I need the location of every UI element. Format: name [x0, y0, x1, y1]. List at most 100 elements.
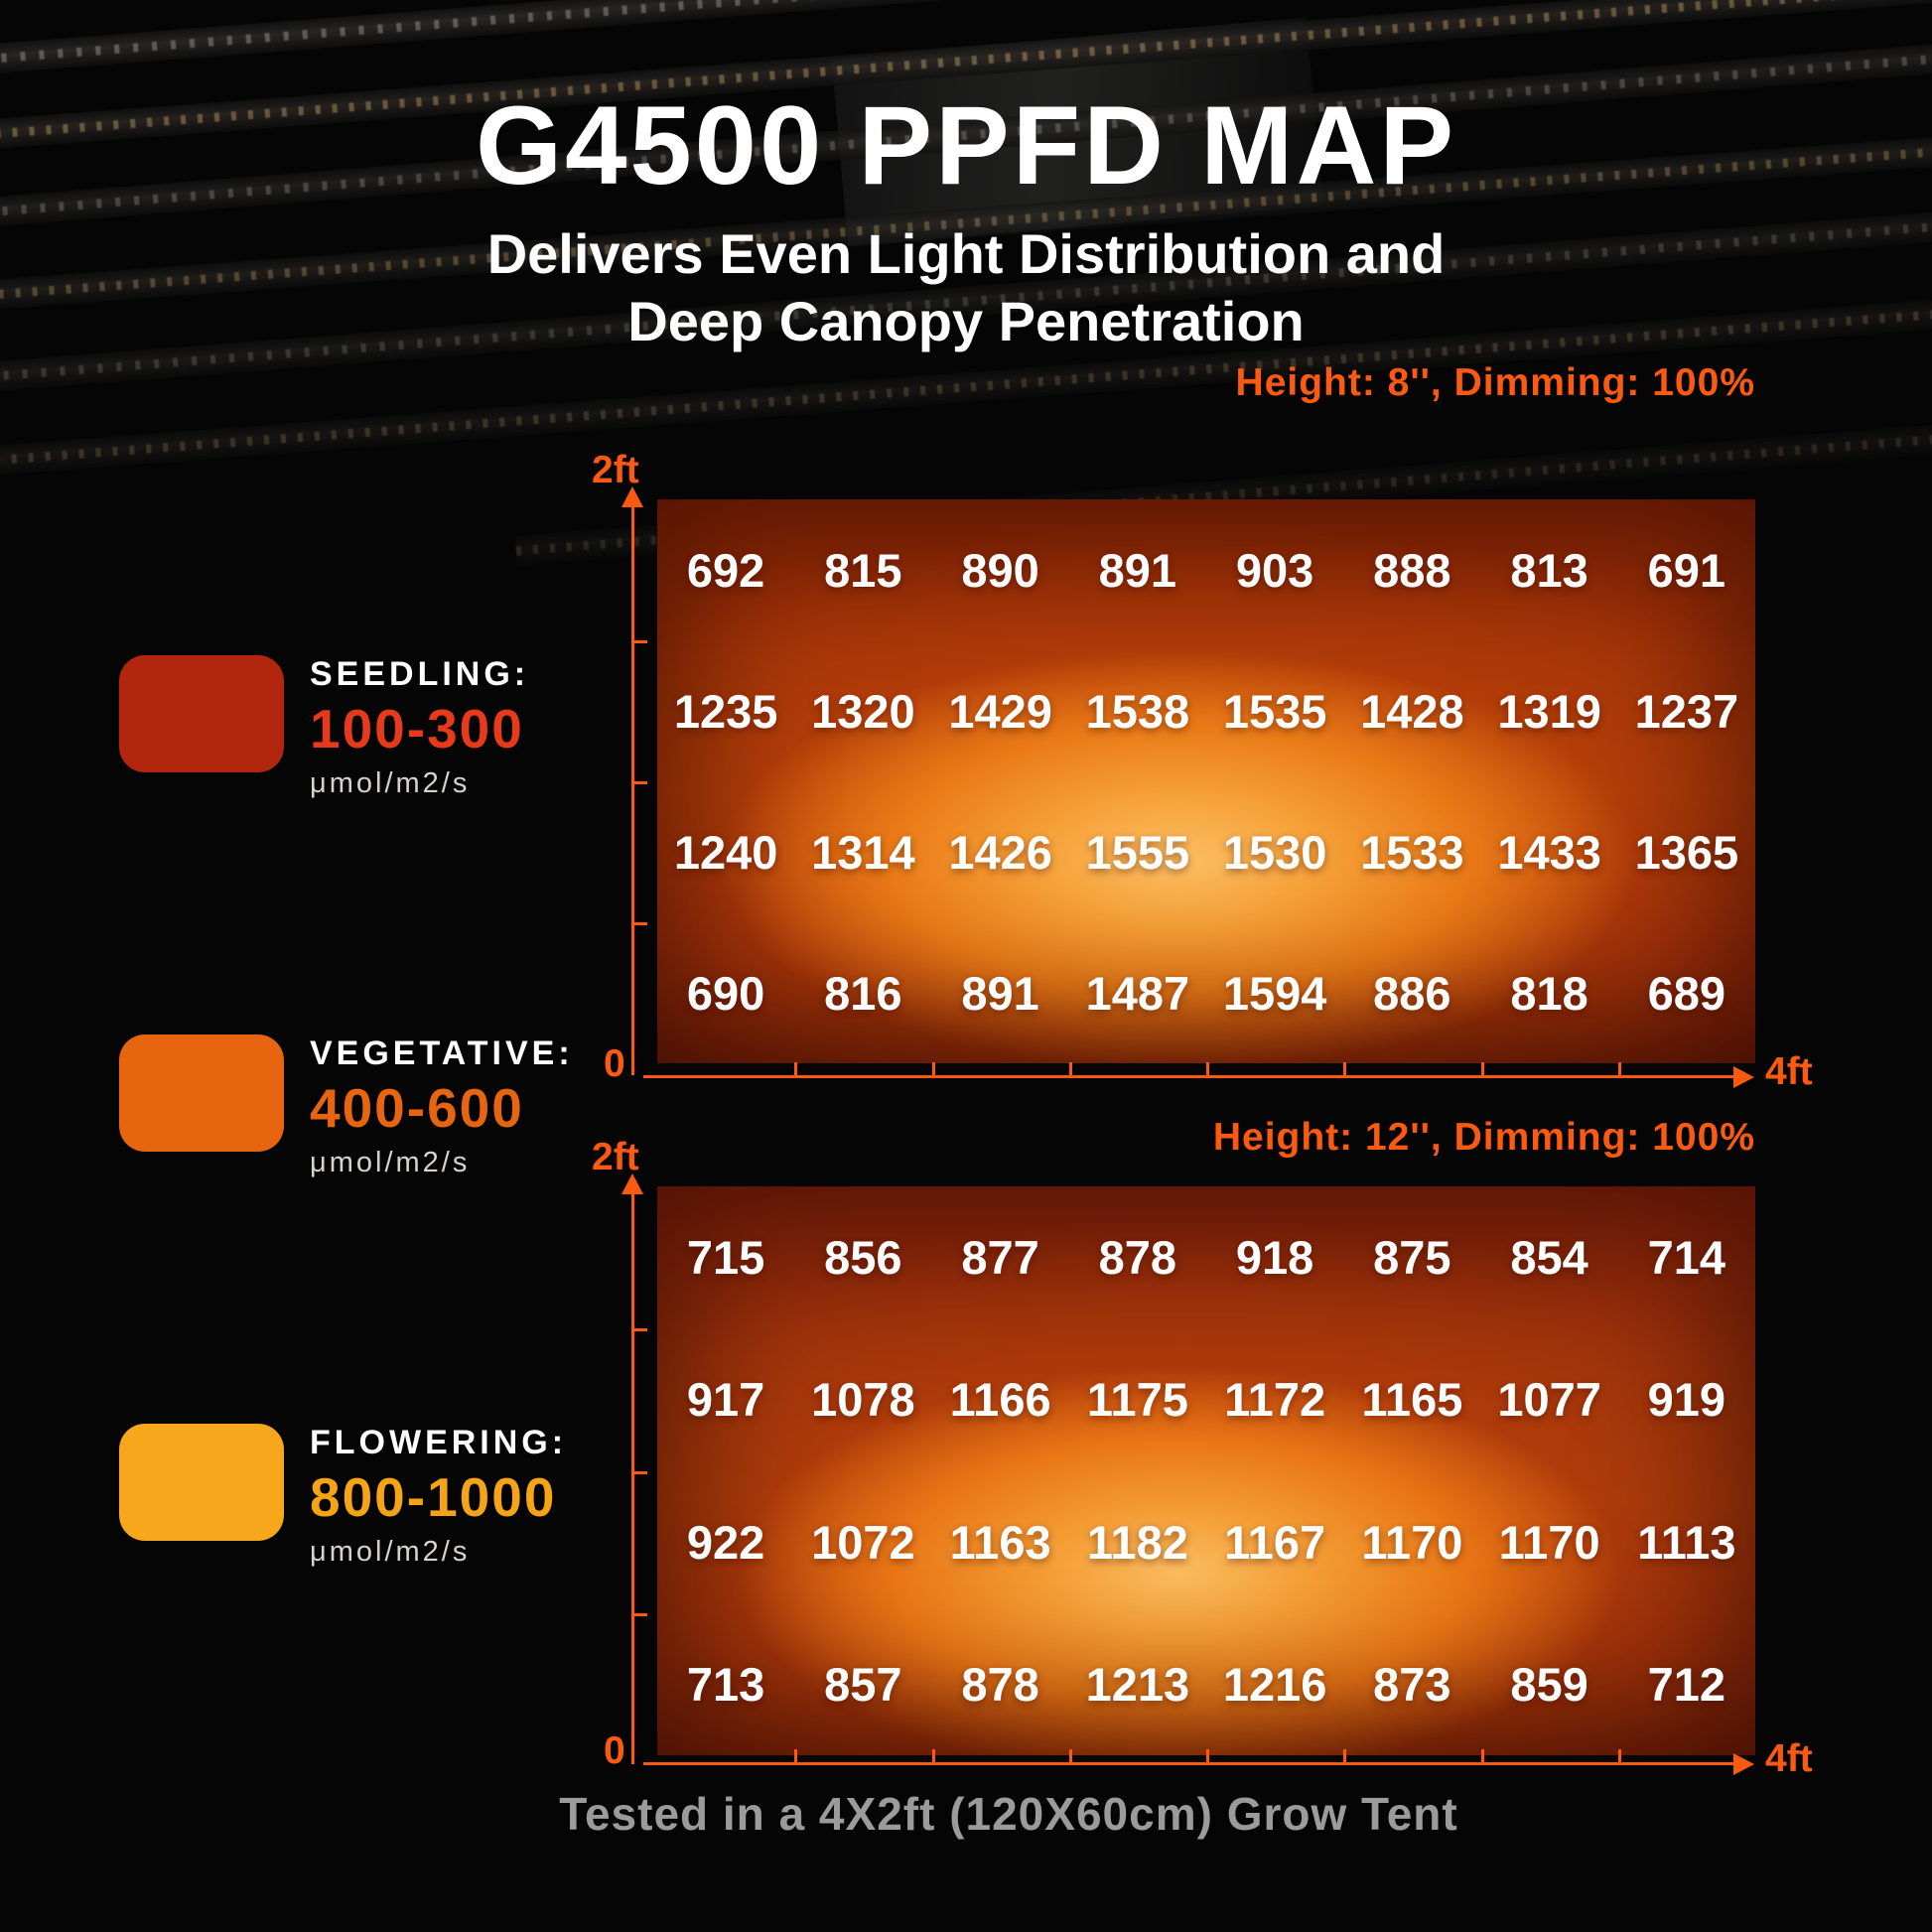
ppfd-value: 1429	[948, 684, 1052, 738]
ppfd-value: 1433	[1497, 825, 1601, 879]
ppfd-value: 878	[1098, 1231, 1177, 1285]
x-axis-tick	[794, 1062, 797, 1075]
ppfd-value: 878	[961, 1657, 1039, 1711]
subtitle-line-2: Deep Canopy Penetration	[627, 290, 1305, 353]
chart-1-xaxis-line	[643, 1075, 1733, 1078]
ppfd-value: 1213	[1085, 1657, 1190, 1711]
ppfd-value: 1594	[1222, 966, 1327, 1020]
legend-item-seedling: SEEDLING: 100-300 μmol/m2/s	[119, 655, 529, 800]
ppfd-value: 1170	[1498, 1515, 1600, 1569]
y-axis-tick	[634, 781, 647, 784]
ppfd-value: 1533	[1360, 825, 1464, 879]
ppfd-value: 891	[961, 966, 1039, 1020]
ppfd-value: 1320	[811, 684, 915, 738]
flowering-color-swatch	[119, 1424, 284, 1541]
ppfd-value: 917	[686, 1373, 765, 1427]
ppfd-value: 1240	[673, 825, 778, 879]
chart-1-xaxis-arrow-icon	[1733, 1066, 1754, 1088]
x-axis-tick	[1618, 1749, 1621, 1762]
chart-1-ppfd-heatmap: 692 815 890 891 903 888 813 691 1235 1320 1429 1538…	[657, 499, 1755, 1063]
ppfd-value: 873	[1373, 1657, 1451, 1711]
ppfd-value: 1314	[811, 825, 915, 879]
x-axis-tick	[1206, 1749, 1209, 1762]
x-axis-tick	[1069, 1062, 1072, 1075]
x-axis-tick	[1343, 1749, 1346, 1762]
ppfd-value: 919	[1647, 1373, 1726, 1427]
ppfd-value: 1078	[811, 1373, 915, 1427]
ppfd-value: 1487	[1085, 966, 1190, 1020]
ppfd-value: 1555	[1085, 825, 1190, 879]
ppfd-value: 714	[1647, 1231, 1726, 1285]
chart-2-ppfd-heatmap: 715 856 877 878 918 875 854 714 917 1078 1166 1175 1…	[657, 1186, 1755, 1755]
x-axis-tick	[1618, 1062, 1621, 1075]
x-axis-tick	[932, 1062, 935, 1075]
ppfd-value: 859	[1510, 1657, 1588, 1711]
x-axis-tick	[1069, 1749, 1072, 1762]
y-axis-tick	[634, 1613, 647, 1616]
flowering-unit: μmol/m2/s	[310, 1536, 471, 1568]
x-axis-tick	[1481, 1062, 1484, 1075]
chart-2-xaxis-line	[643, 1762, 1733, 1765]
x-axis-tick	[932, 1749, 935, 1762]
ppfd-value: 1319	[1497, 684, 1601, 738]
ppfd-value: 690	[686, 966, 765, 1020]
page-title: G4500 PPFD MAP	[475, 83, 1457, 207]
y-axis-tick	[634, 1328, 647, 1331]
ppfd-value: 813	[1510, 543, 1588, 597]
seedling-unit: μmol/m2/s	[310, 767, 471, 799]
chart-2-condition-label: Height: 12'', Dimming: 100%	[1212, 1116, 1755, 1159]
ppfd-value: 1535	[1222, 684, 1327, 738]
ppfd-value: 713	[686, 1657, 765, 1711]
vegetative-color-swatch	[119, 1035, 284, 1152]
chart-2-yaxis-arrow-icon	[621, 1173, 643, 1194]
ppfd-value: 1530	[1222, 825, 1327, 879]
seedling-label: SEEDLING:	[310, 655, 530, 693]
ppfd-value: 691	[1647, 543, 1726, 597]
ppfd-value: 1365	[1634, 825, 1739, 879]
ppfd-value: 1113	[1637, 1515, 1736, 1569]
ppfd-value: 1182	[1086, 1515, 1188, 1569]
ppfd-value: 1170	[1361, 1515, 1463, 1569]
y-axis-tick	[634, 1471, 647, 1474]
y-axis-tick	[634, 640, 647, 643]
ppfd-value: 875	[1373, 1231, 1451, 1285]
x-axis-tick	[1481, 1749, 1484, 1762]
x-axis-tick	[1206, 1062, 1209, 1075]
ppfd-value: 1237	[1634, 684, 1739, 738]
ppfd-value: 888	[1373, 543, 1451, 597]
ppfd-value: 715	[686, 1231, 765, 1285]
chart-2-yaxis-top-label: 2ft	[592, 1136, 639, 1178]
ppfd-value: 1167	[1224, 1515, 1326, 1569]
chart-1-origin-label: 0	[604, 1042, 625, 1085]
ppfd-value: 692	[686, 543, 765, 597]
ppfd-value: 1077	[1497, 1373, 1601, 1427]
chart-2-xaxis-end-label: 4ft	[1765, 1737, 1813, 1780]
ppfd-value: 856	[824, 1231, 902, 1285]
ppfd-value: 918	[1235, 1231, 1314, 1285]
ppfd-value: 712	[1647, 1657, 1726, 1711]
vegetative-label: VEGETATIVE:	[310, 1035, 574, 1072]
ppfd-value: 1428	[1360, 684, 1464, 738]
ppfd-value: 1175	[1086, 1373, 1188, 1427]
ppfd-value: 1172	[1224, 1373, 1326, 1427]
vegetative-unit: μmol/m2/s	[310, 1147, 471, 1178]
ppfd-value: 854	[1510, 1231, 1588, 1285]
x-axis-tick	[1343, 1062, 1346, 1075]
ppfd-value: 1426	[948, 825, 1052, 879]
flowering-label: FLOWERING:	[310, 1424, 568, 1461]
test-conditions-note: Tested in a 4X2ft (120X60cm) Grow Tent	[559, 1788, 1458, 1840]
ppfd-value: 891	[1098, 543, 1177, 597]
ppfd-value: 1072	[811, 1515, 915, 1569]
legend-item-vegetative: VEGETATIVE: 400-600 μmol/m2/s	[119, 1035, 574, 1179]
ppfd-value: 1235	[673, 684, 778, 738]
chart-2-yaxis-line	[631, 1191, 634, 1764]
ppfd-value: 1163	[949, 1515, 1051, 1569]
ppfd-value: 886	[1373, 966, 1451, 1020]
chart-1-condition-label: Height: 8'', Dimming: 100%	[1235, 361, 1755, 404]
chart-2-origin-label: 0	[604, 1729, 625, 1772]
legend-item-flowering: FLOWERING: 800-1000 μmol/m2/s	[119, 1424, 567, 1569]
chart-1-xaxis-end-label: 4ft	[1765, 1050, 1813, 1093]
seedling-range: 100-300	[310, 698, 524, 759]
ppfd-value: 816	[824, 966, 902, 1020]
